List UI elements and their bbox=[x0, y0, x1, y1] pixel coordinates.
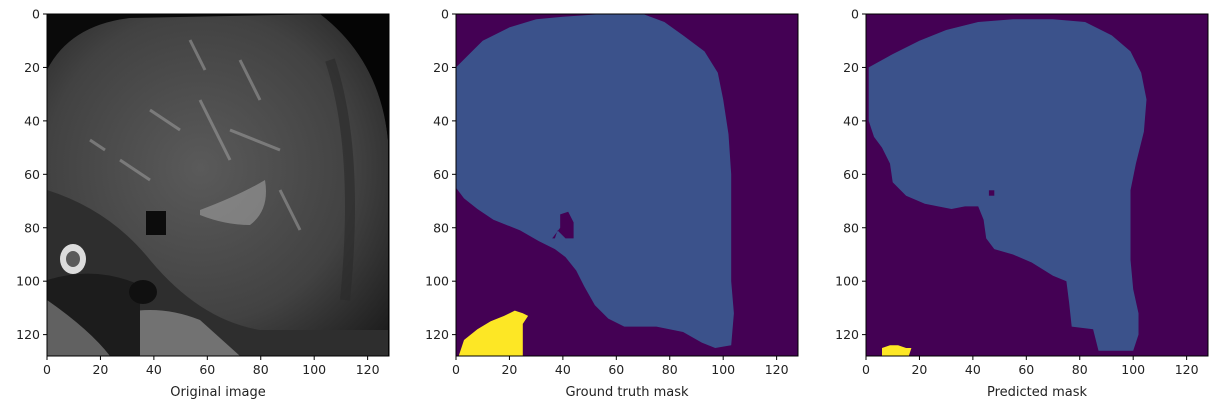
x-tick-label: 40 bbox=[965, 362, 981, 377]
y-tick-label: 40 bbox=[843, 113, 859, 128]
y-tick-label: 60 bbox=[433, 167, 449, 182]
x-tick-label: 80 bbox=[1072, 362, 1088, 377]
x-tick-label: 0 bbox=[452, 362, 460, 377]
y-tick-label: 20 bbox=[24, 60, 40, 75]
y-tick-label: 100 bbox=[835, 274, 859, 289]
y-tick-label: 60 bbox=[24, 167, 40, 182]
xlabel-original: Original image bbox=[170, 385, 266, 400]
y-tick-label: 80 bbox=[843, 220, 859, 235]
y-tick-label: 120 bbox=[835, 327, 859, 342]
mri-image bbox=[47, 14, 389, 356]
y-tick-label: 80 bbox=[433, 220, 449, 235]
x-tick-label: 60 bbox=[1018, 362, 1034, 377]
x-tick-label: 20 bbox=[92, 362, 108, 377]
y-tick-label: 40 bbox=[24, 113, 40, 128]
x-tick-label: 100 bbox=[302, 362, 326, 377]
x-tick-label: 100 bbox=[1121, 362, 1145, 377]
mask-image bbox=[866, 14, 1208, 356]
x-tick-label: 20 bbox=[911, 362, 927, 377]
x-tick-label: 20 bbox=[501, 362, 517, 377]
y-tick-label: 20 bbox=[843, 60, 859, 75]
x-tick-label: 40 bbox=[555, 362, 571, 377]
x-tick-label: 40 bbox=[146, 362, 162, 377]
y-tick-label: 80 bbox=[24, 220, 40, 235]
xlabel-predicted: Predicted mask bbox=[987, 385, 1088, 400]
y-tick-label: 60 bbox=[843, 167, 859, 182]
x-tick-label: 120 bbox=[1175, 362, 1199, 377]
mask-region-background bbox=[989, 190, 994, 195]
x-tick-label: 0 bbox=[862, 362, 870, 377]
x-tick-label: 0 bbox=[43, 362, 51, 377]
x-tick-label: 60 bbox=[608, 362, 624, 377]
x-tick-label: 100 bbox=[711, 362, 735, 377]
x-tick-label: 120 bbox=[356, 362, 380, 377]
y-tick-label: 120 bbox=[16, 327, 40, 342]
x-tick-label: 120 bbox=[765, 362, 789, 377]
original-image-panel: 0 20 40 60 80 100 120 0 20 40 60 80 100 120 bbox=[16, 7, 389, 378]
y-tick-label: 0 bbox=[851, 7, 859, 22]
y-tick-label: 100 bbox=[425, 274, 449, 289]
y-tick-label: 20 bbox=[433, 60, 449, 75]
y-tick-label: 120 bbox=[425, 327, 449, 342]
predicted-mask-panel: 0 20 40 60 80 100 120 0 20 40 60 80 100 120 bbox=[835, 7, 1208, 378]
y-tick-label: 0 bbox=[441, 7, 449, 22]
x-tick-label: 80 bbox=[662, 362, 678, 377]
mask-image bbox=[456, 14, 798, 356]
xlabel-ground-truth: Ground truth mask bbox=[565, 385, 689, 400]
ground-truth-panel: 0 20 40 60 80 100 120 0 20 40 60 80 100 120 bbox=[425, 7, 798, 378]
x-tick-label: 60 bbox=[199, 362, 215, 377]
y-tick-label: 40 bbox=[433, 113, 449, 128]
y-tick-label: 100 bbox=[16, 274, 40, 289]
x-tick-label: 80 bbox=[253, 362, 269, 377]
y-tick-label: 0 bbox=[32, 7, 40, 22]
